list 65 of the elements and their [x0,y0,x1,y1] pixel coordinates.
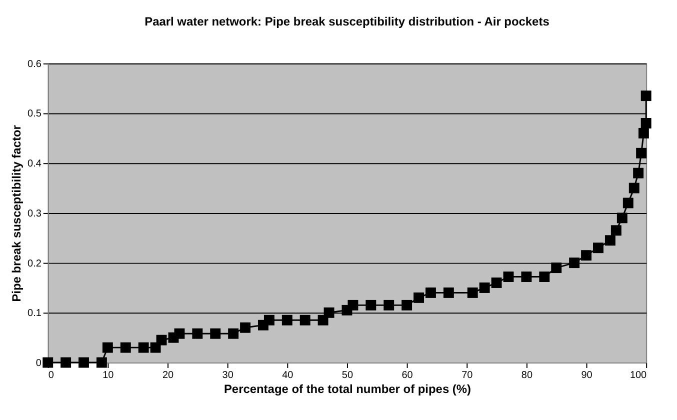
y-tick-label: 0 [36,358,42,370]
point [282,314,292,326]
point [174,328,185,339]
y-tick-label: 0.1 [28,308,42,320]
point [78,357,89,368]
point [384,300,394,310]
point [366,300,376,310]
point [300,314,310,326]
point [467,288,478,298]
point [60,357,72,368]
point [640,90,652,102]
x-tick-label: 70 [462,370,474,381]
point [324,307,334,318]
point [42,357,54,368]
point [96,357,107,368]
point [593,242,604,254]
chart-title: Paarl water network: Pipe break susceptibility distribution - Air pockets [144,14,550,29]
point [581,250,592,261]
point [138,342,149,353]
x-tick-label: 100 [630,370,648,381]
point [479,282,490,293]
point [636,148,647,158]
point [348,300,358,310]
point [638,128,649,138]
y-tick-label: 0.3 [28,208,42,220]
point [192,328,203,339]
x-tick-label: 40 [282,370,294,381]
point [120,342,131,353]
point [569,258,580,268]
y-tick-label: 0.4 [28,158,42,170]
point [622,198,634,208]
point [521,272,532,282]
x-tick-label: 60 [402,370,414,381]
point [616,212,628,224]
point [414,292,424,303]
y-axis-title: Pipe break susceptibility factor [10,124,24,302]
x-tick-label: 30 [222,370,234,381]
point [610,225,622,236]
x-axis-title: Percentage of the total number of pipes (%) [224,382,472,396]
y-tick-label: 0.5 [28,108,42,120]
point [604,235,616,246]
point [551,262,562,274]
point [640,118,652,128]
point [503,272,514,282]
point [156,334,167,346]
point [443,288,454,298]
point [402,300,412,310]
point [210,328,221,339]
y-tick-label: 0.6 [28,58,42,70]
point [491,278,502,288]
x-tick-label: 0 [48,370,54,381]
point [240,322,251,333]
x-tick-label: 20 [162,370,174,381]
point [264,314,274,326]
point [539,272,550,282]
point [102,342,113,353]
x-tick-label: 50 [342,370,354,381]
point [628,182,640,194]
point [426,288,436,298]
point [633,168,644,178]
point [228,328,239,339]
x-tick-label: 80 [521,370,533,381]
x-tick-label: 90 [581,370,593,381]
y-tick-label: 0.2 [28,258,42,270]
x-tick-label: 10 [102,370,114,381]
